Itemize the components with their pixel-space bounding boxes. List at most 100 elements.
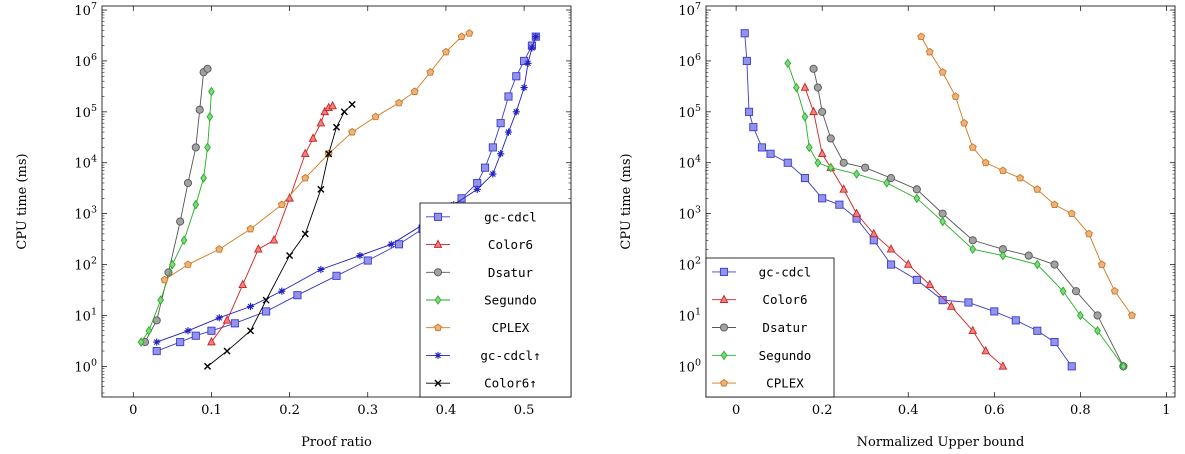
data-point <box>206 111 214 122</box>
data-point <box>504 92 513 101</box>
data-point <box>308 133 318 142</box>
data-point <box>886 244 896 253</box>
data-point <box>176 338 185 347</box>
legend-marker <box>720 378 728 387</box>
data-point <box>238 279 248 289</box>
data-point <box>913 193 921 204</box>
legend: gc-cdcl Color6 Dsatur Segundo CPLEX <box>705 257 835 398</box>
data-point <box>946 301 956 310</box>
data-point <box>145 325 153 336</box>
series-line <box>920 36 1133 316</box>
data-point <box>1093 311 1102 320</box>
data-point <box>253 244 263 253</box>
y-tick-label: 102 <box>678 256 701 274</box>
data-point <box>925 279 935 289</box>
legend-item: Dsatur <box>426 265 534 280</box>
data-point <box>826 134 835 143</box>
data-point <box>998 166 1007 174</box>
data-point <box>192 199 200 210</box>
data-point <box>1033 185 1042 193</box>
data-point <box>818 107 827 116</box>
data-point <box>176 217 185 226</box>
x-tick-label: 0.1 <box>201 403 222 418</box>
data-point <box>157 295 164 305</box>
legend-marker <box>433 239 443 248</box>
data-point <box>817 148 827 158</box>
data-point <box>925 47 934 56</box>
data-point <box>912 185 921 194</box>
y-tick-label: 101 <box>74 306 97 324</box>
data-point <box>800 174 810 183</box>
data-point <box>246 327 255 335</box>
legend-item: CPLEX <box>426 320 530 335</box>
data-point <box>230 319 239 328</box>
data-point <box>960 118 969 127</box>
data-point <box>827 162 835 173</box>
data-point <box>861 163 870 172</box>
data-point <box>1050 200 1059 209</box>
data-point <box>348 127 357 136</box>
data-point <box>839 158 848 167</box>
data-point <box>801 111 809 122</box>
x-tick-label: 1 <box>1162 403 1170 418</box>
data-point <box>262 307 271 316</box>
data-point <box>1024 251 1033 260</box>
data-point <box>480 163 490 172</box>
legend-marker <box>434 295 442 305</box>
y-axis-label: CPU time (ms) <box>15 153 30 249</box>
data-point <box>410 87 419 95</box>
data-point <box>426 68 435 76</box>
data-point <box>207 336 216 346</box>
data-point <box>813 83 822 92</box>
legend-item: Segundo <box>712 348 811 363</box>
data-point <box>246 302 255 311</box>
data-point <box>939 216 947 227</box>
x-tick-label: 0 <box>732 403 740 418</box>
data-point <box>793 82 800 93</box>
x-tick-label: 0.2 <box>279 403 300 418</box>
data-point <box>938 68 947 76</box>
data-point <box>317 265 325 274</box>
legend-item: gc-cdcl <box>426 209 537 224</box>
series-cplex <box>917 32 1136 319</box>
data-point <box>853 169 860 179</box>
data-point <box>990 307 999 316</box>
data-point <box>215 245 224 253</box>
data-point <box>286 252 294 260</box>
data-point <box>852 208 861 217</box>
x-tick-label: 0.4 <box>436 403 457 418</box>
data-point <box>784 58 792 69</box>
legend-item: gc-cdcl <box>712 264 811 279</box>
y-tick-label: 103 <box>678 205 701 223</box>
data-point <box>497 150 505 158</box>
data-point <box>504 128 513 136</box>
data-point <box>766 149 775 158</box>
data-point <box>215 314 223 322</box>
series-line <box>207 104 353 367</box>
series-line <box>813 68 1124 367</box>
data-point <box>1076 310 1084 321</box>
data-point <box>269 235 279 244</box>
data-point <box>783 158 792 167</box>
legend-marker <box>719 294 729 303</box>
data-point <box>457 32 466 41</box>
data-point <box>203 64 212 73</box>
data-point <box>981 158 990 167</box>
data-point <box>968 143 977 151</box>
data-point <box>528 44 536 52</box>
data-point <box>1016 173 1025 182</box>
legend-marker <box>434 379 442 387</box>
data-point <box>169 259 176 270</box>
data-point <box>1033 259 1041 270</box>
data-point <box>195 105 204 114</box>
data-point <box>1094 325 1101 336</box>
series-dsatur <box>140 64 212 347</box>
legend-item: Color6 <box>426 237 533 252</box>
legend-label: Dsatur <box>488 265 534 280</box>
data-point <box>520 83 528 92</box>
y-tick-label: 107 <box>678 1 701 19</box>
data-point <box>835 200 844 209</box>
y-tick-label: 102 <box>74 256 97 274</box>
data-point <box>316 117 326 127</box>
data-point <box>512 108 520 116</box>
